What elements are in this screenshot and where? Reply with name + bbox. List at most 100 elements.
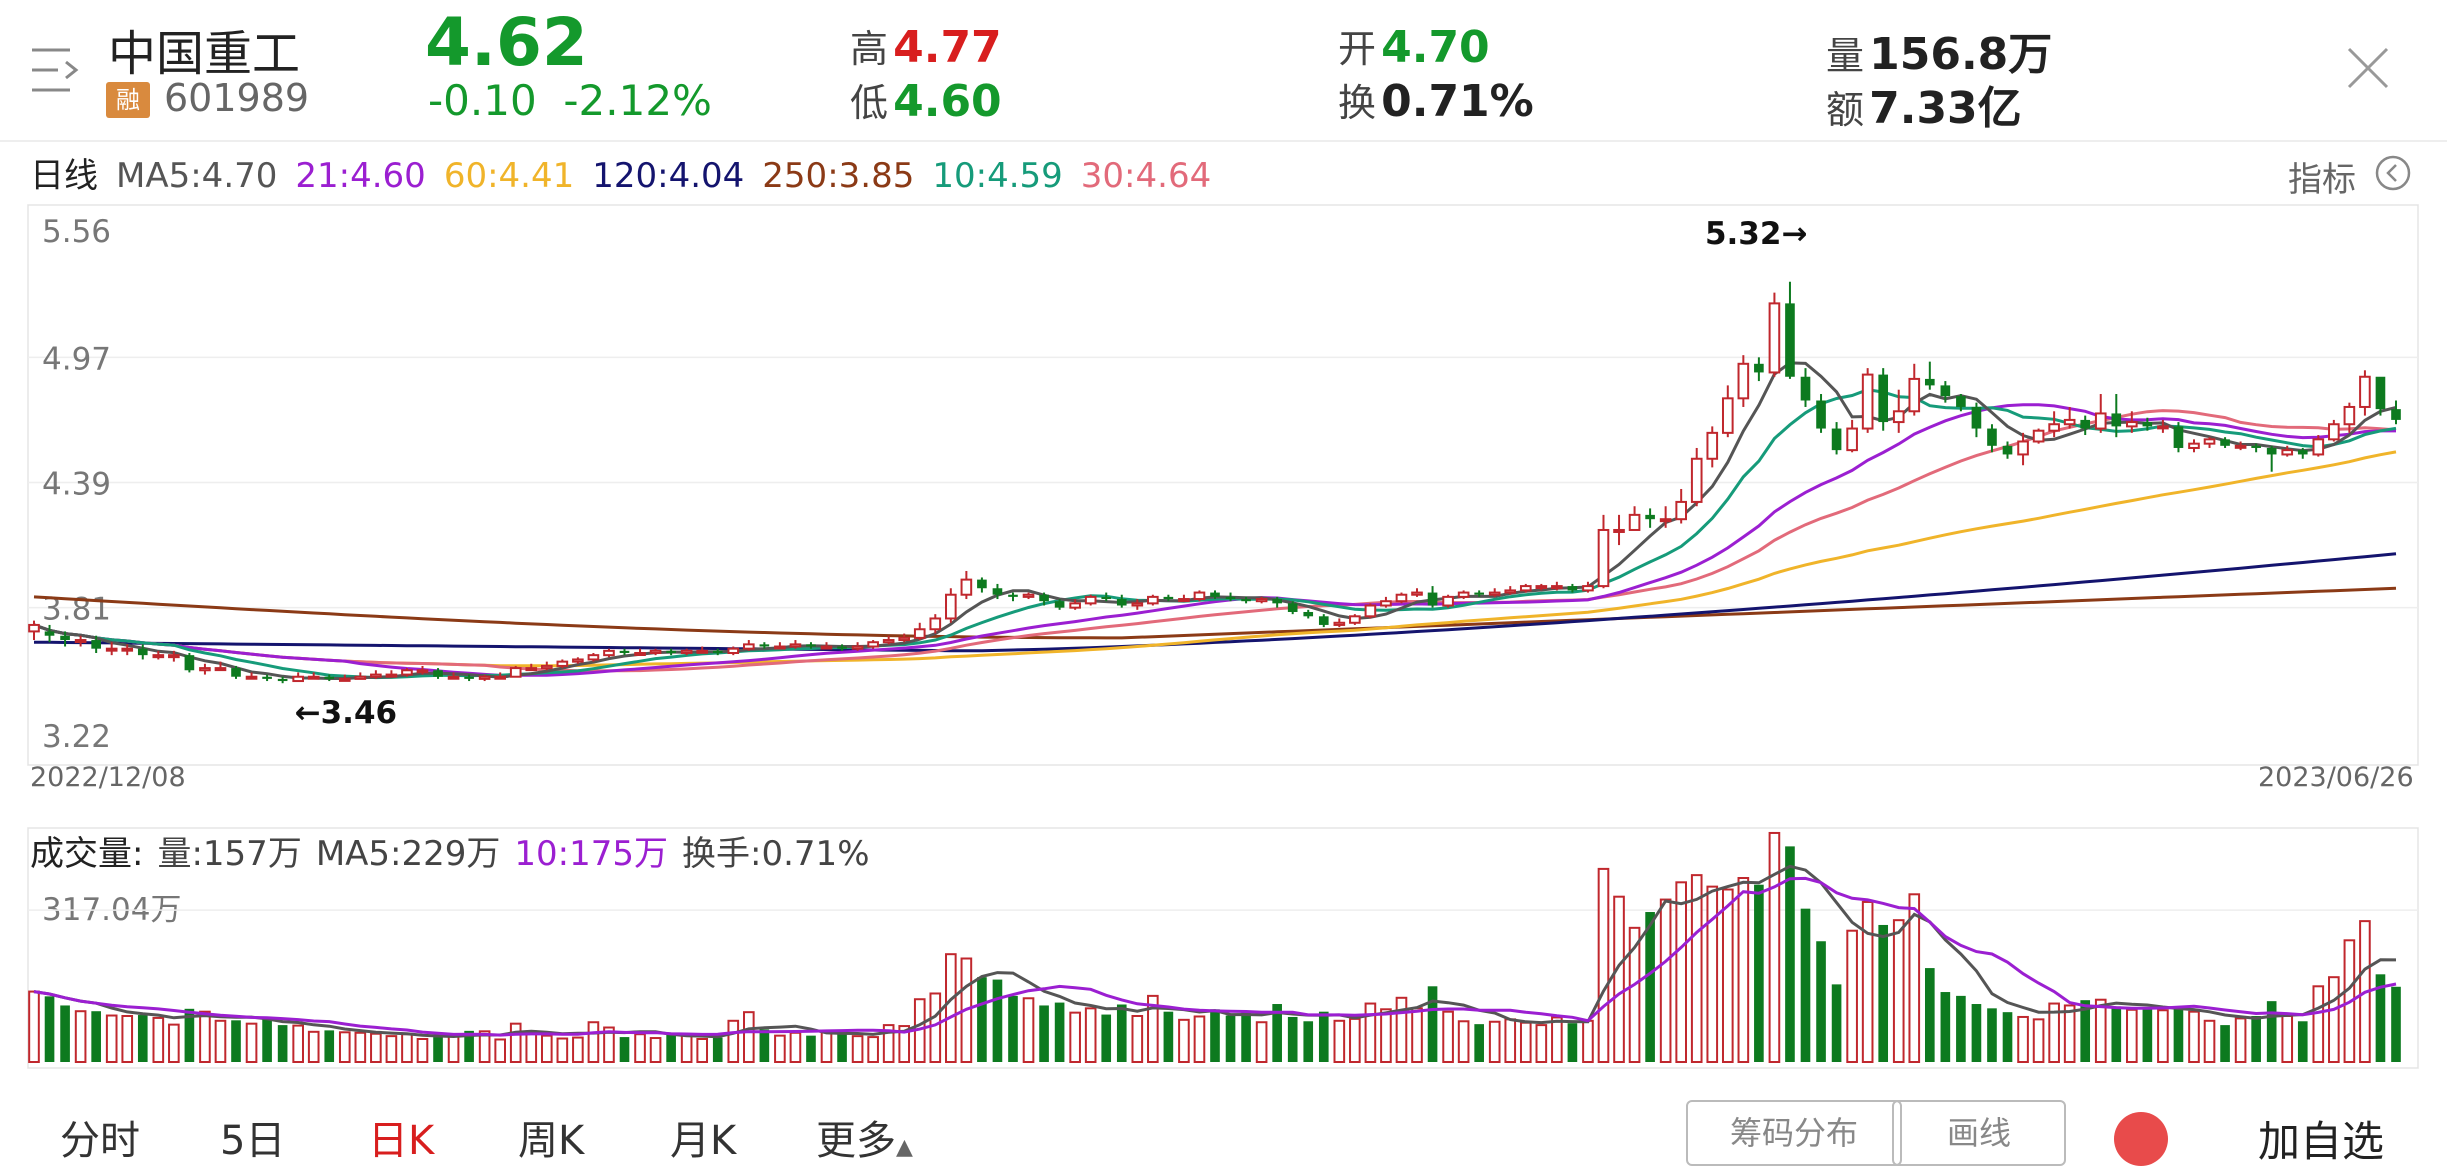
volume-bar-up — [898, 1025, 911, 1063]
volume-bar-up — [2281, 1015, 2294, 1063]
chip-distribution-button[interactable]: 筹码分布 — [1686, 1100, 1902, 1166]
volume-bar-down — [977, 977, 987, 1062]
open-quote: 开 4.70 — [1338, 18, 1490, 73]
add-favorite-button[interactable]: 加自选 — [2258, 1117, 2385, 1166]
candle-body-down — [231, 668, 241, 677]
candle-body-down — [1878, 374, 1889, 423]
volume-bar-up — [105, 1014, 118, 1063]
indicator-button[interactable]: 指标 — [2288, 160, 2356, 200]
candle-body-down — [91, 640, 101, 649]
volume-bar-down — [231, 1020, 241, 1062]
tab-more[interactable]: 更多▲ — [816, 1108, 913, 1166]
volume-bar-up — [1457, 1020, 1470, 1063]
tab-day-k[interactable]: 日K — [368, 1118, 435, 1164]
candle-body-down — [1940, 385, 1951, 397]
close-icon[interactable] — [2345, 45, 2391, 91]
kline-chart[interactable]: 5.564.974.393.813.22 5.32→←3.46 317.04万 — [0, 0, 2447, 1090]
candle-body-down — [2142, 422, 2153, 427]
volume-bar-up — [2094, 998, 2107, 1063]
candle-body-up — [1519, 585, 1532, 592]
record-dot-icon[interactable] — [2114, 1112, 2168, 1166]
candle-body-down — [2080, 419, 2091, 429]
candle-body-up — [370, 673, 382, 678]
volume-bar-down — [2220, 1025, 2230, 1062]
volume-bar-up — [2126, 1008, 2138, 1063]
candle-body-up — [1178, 598, 1190, 603]
candle-body-down — [1831, 428, 1842, 451]
candle-body-up — [556, 660, 569, 667]
volume-bar-up — [1084, 1007, 1097, 1063]
volume-turnover: 换手:0.71% — [682, 834, 870, 874]
candle-body-up — [74, 639, 87, 644]
candle-body-down — [619, 650, 630, 653]
volume-bar-up — [867, 1036, 879, 1064]
candle-body-up — [820, 645, 833, 650]
candle-body-down — [977, 579, 987, 589]
candle-body-down — [1427, 592, 1438, 606]
volume-bar-up — [292, 1024, 304, 1064]
volume-bar-up — [214, 1019, 227, 1064]
volume-bar-up — [245, 1022, 258, 1064]
volume-bar-up — [1022, 997, 1035, 1063]
y-tick-label: 4.39 — [42, 467, 111, 503]
candle-body-down — [1272, 599, 1282, 604]
volume-bar-down — [1241, 1011, 1251, 1062]
volume-bar-down — [1427, 986, 1438, 1062]
volume-quote: 量 156.8万 — [1826, 18, 2052, 82]
volume-bar-down — [1940, 992, 1951, 1062]
volume-bar-up — [851, 1035, 864, 1063]
candle-body-up — [1908, 377, 1921, 413]
tab-fenshi[interactable]: 分时 — [60, 1118, 140, 1164]
volume-bar-up — [1069, 1011, 1081, 1063]
volume-bar-up — [820, 1029, 833, 1063]
volume-bar-down — [2173, 1007, 2184, 1062]
candle-body-up — [540, 664, 553, 670]
volume-bar-up — [2188, 1010, 2200, 1063]
amount-label: 额 — [1826, 88, 1865, 132]
candle-body-up — [447, 675, 460, 680]
volume-bar-down — [1225, 1015, 1236, 1062]
header-divider — [0, 140, 2447, 142]
menu-icon[interactable] — [30, 42, 86, 98]
candle-body-up — [680, 649, 693, 654]
candle-body-up — [2359, 375, 2371, 408]
candle-body-up — [2048, 423, 2060, 432]
volume-bar-up — [1613, 895, 1625, 1063]
volume-bar-up — [774, 1034, 786, 1064]
current-price: 4.62 — [425, 4, 588, 81]
candle-body-up — [2188, 442, 2200, 449]
candle-body-down — [1054, 601, 1065, 608]
volume-bar-up — [1659, 898, 1672, 1063]
candle-body-up — [2157, 425, 2169, 430]
volume-bar-down — [44, 996, 55, 1062]
volume-bar-up — [742, 1011, 755, 1064]
ma5-line — [33, 361, 2397, 680]
tab-5day[interactable]: 5日 — [220, 1118, 286, 1164]
candle-body-down — [2111, 413, 2122, 427]
draw-line-button[interactable]: 画线 — [1892, 1100, 2066, 1166]
candle-body-down — [2220, 439, 2230, 446]
change-percent: -2.12% — [563, 76, 712, 125]
candle-body-down — [324, 676, 335, 679]
candle-body-down — [433, 670, 443, 677]
tab-week-k[interactable]: 周K — [518, 1118, 585, 1164]
caret-up-icon: ▲ — [896, 1135, 913, 1160]
volume-bar-up — [1380, 1008, 1392, 1064]
high-value: 4.77 — [893, 22, 1002, 73]
volume-bar-up — [1597, 867, 1610, 1063]
candle-body-down — [1987, 428, 1997, 446]
candle-body-down — [2375, 376, 2386, 410]
volume-bar-down — [2142, 1008, 2153, 1062]
volume-bar-down — [1971, 1004, 1982, 1062]
candle-body-down — [1225, 596, 1236, 600]
candle-body-up — [2094, 412, 2107, 430]
candle-body-up — [1131, 602, 1144, 607]
tab-month-k[interactable]: 月K — [670, 1118, 737, 1164]
volume-bar-up — [168, 1023, 180, 1063]
candle-body-down — [1816, 400, 1826, 429]
volume-bar-up — [556, 1037, 569, 1064]
volume-bar-up — [1519, 1021, 1532, 1063]
candle-body-up — [1364, 604, 1377, 618]
candle-body-up — [245, 675, 258, 680]
chevron-left-circle-icon[interactable] — [2374, 154, 2412, 192]
